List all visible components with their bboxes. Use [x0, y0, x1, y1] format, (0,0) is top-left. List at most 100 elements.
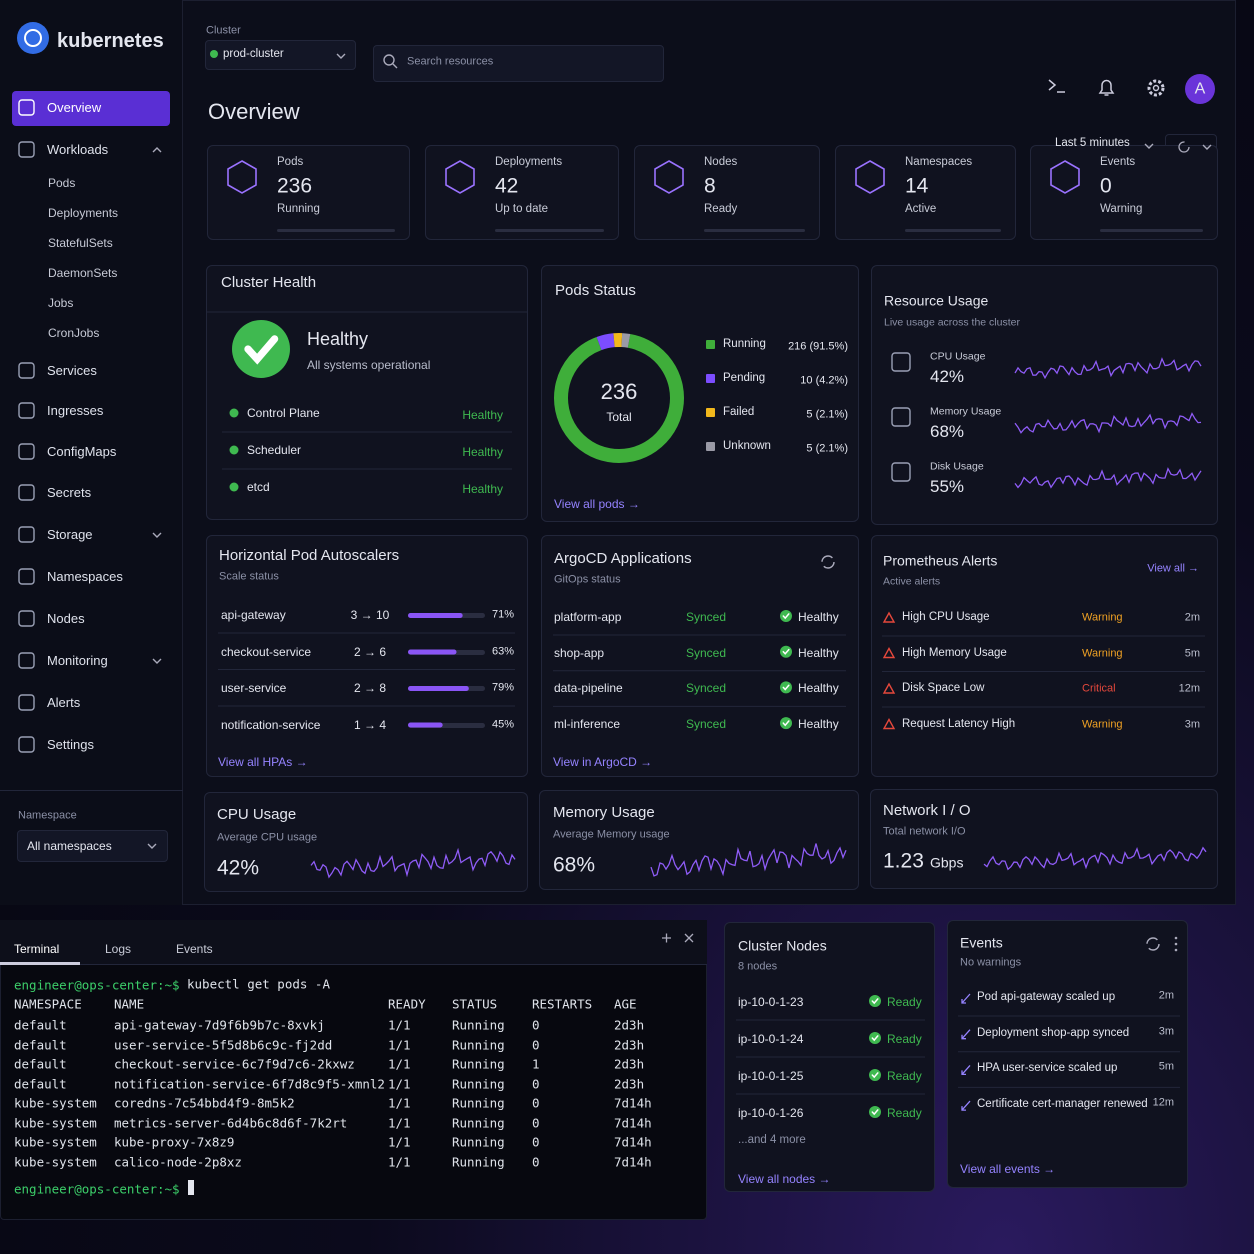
terminal-cell: 0 [532, 1115, 540, 1130]
notifications-button[interactable] [1098, 79, 1115, 96]
icon [18, 610, 35, 627]
nav-subitem[interactable]: Deployments [48, 205, 119, 220]
check-icon [871, 1035, 879, 1042]
nav-item[interactable]: Nodes [47, 611, 85, 627]
nav-item[interactable]: Ingresses [47, 403, 104, 419]
label: 5 (2.1%) [806, 442, 848, 455]
link[interactable]: View all HPAs → [218, 754, 308, 769]
nav-subitem[interactable]: DaemonSets [48, 265, 118, 280]
label: GitOps status [554, 573, 621, 586]
avatar-initial[interactable]: A [1194, 80, 1206, 98]
nav-subitem[interactable]: CronJobs [48, 325, 100, 340]
cluster-value[interactable]: prod-cluster [223, 48, 284, 61]
refresh-icon[interactable] [821, 555, 835, 569]
label: Running [723, 338, 766, 351]
link[interactable]: View all nodes → [738, 1171, 831, 1186]
nav-item[interactable]: Alerts [47, 695, 81, 711]
chevron [152, 658, 162, 664]
search-box[interactable] [373, 45, 664, 82]
nav-item[interactable]: Secrets [47, 485, 92, 501]
terminal-cell: Running [452, 1134, 505, 1150]
link[interactable]: View all pods → [554, 496, 640, 511]
check-icon [782, 720, 790, 727]
legend-swatch [706, 408, 715, 417]
stat-card [1030, 145, 1218, 240]
status-dot [229, 408, 239, 418]
label: All systems operational [307, 357, 431, 372]
icon [18, 736, 35, 753]
label: Cluster Health [221, 274, 317, 291]
label: High Memory Usage [902, 646, 1007, 659]
terminal-cell: checkout-service-6c7f9d7c6-2kxwz [114, 1056, 355, 1072]
namespace-value[interactable]: All namespaces [27, 838, 112, 853]
column-header: AGE [614, 996, 637, 1012]
label: Healthy [462, 481, 503, 496]
sparkline [1014, 467, 1202, 489]
nav-item[interactable]: Settings [47, 737, 94, 753]
terminal-cell: 0 [532, 1037, 540, 1052]
alert-icon [882, 647, 896, 659]
avatar[interactable] [1185, 74, 1215, 104]
terminal-cell: 2d3h [614, 1076, 645, 1091]
status-dot [869, 1106, 881, 1118]
label: Certificate cert-manager renewed [977, 1098, 1148, 1111]
time-range[interactable]: Last 5 minutes [1055, 137, 1130, 150]
nav-item[interactable]: Storage [47, 527, 93, 543]
namespace-select[interactable] [17, 830, 168, 862]
link[interactable]: View all → [1147, 562, 1199, 575]
tab[interactable]: Logs [105, 941, 132, 956]
stat-icon [445, 160, 475, 194]
stat-card [634, 145, 820, 240]
terminal-button[interactable] [1048, 79, 1065, 93]
nav-item[interactable]: ConfigMaps [47, 444, 117, 460]
refresh-icon[interactable] [1146, 937, 1160, 951]
nav-active[interactable] [12, 91, 170, 126]
label: No warnings [960, 956, 1022, 969]
nav-item[interactable]: Namespaces [47, 569, 123, 585]
terminal-cell: kube-system [14, 1134, 97, 1150]
nav-subitem[interactable]: Pods [48, 175, 76, 190]
label: Namespace [18, 809, 77, 822]
search-placeholder[interactable]: Search resources [407, 55, 494, 68]
terminal-cell: 1/1 [388, 1134, 411, 1150]
label: Pending [723, 372, 766, 385]
tab[interactable]: Events [176, 941, 213, 956]
tab-active-underline [0, 962, 80, 965]
close-button[interactable] [684, 933, 694, 943]
new-tab-button[interactable] [662, 933, 671, 943]
label: Resource Usage [884, 292, 989, 309]
legend-swatch [706, 340, 715, 349]
nav-item[interactable]: Workloads [47, 142, 109, 158]
label: Unknown [723, 440, 771, 453]
nav-subitem[interactable]: StatefulSets [48, 235, 113, 250]
settings-button[interactable] [1147, 79, 1165, 97]
stat-icon [227, 160, 257, 194]
link[interactable]: View in ArgoCD → [553, 754, 653, 769]
terminal-cell: Running [452, 1056, 505, 1072]
label: Deployment shop-app synced [977, 1026, 1130, 1039]
label: ml-inference [554, 716, 621, 731]
refresh-icon [1178, 141, 1190, 153]
status-dot [780, 717, 792, 730]
nav-subitem[interactable]: Jobs [48, 295, 74, 310]
label: 2m [1158, 989, 1174, 1002]
cluster-select[interactable] [205, 40, 356, 70]
link[interactable]: View all events → [960, 1161, 1056, 1176]
status-dot [780, 645, 792, 658]
nav-item[interactable]: Services [47, 363, 97, 379]
pods-status-panel [541, 265, 859, 522]
nav-item[interactable]: Monitoring [47, 653, 108, 669]
label: Healthy [798, 609, 839, 624]
sparkline [650, 843, 847, 877]
status-dot [229, 445, 239, 455]
alert-icon [882, 718, 896, 730]
stat-track [905, 229, 1001, 232]
event-icon [961, 1100, 971, 1111]
nav-item[interactable]: Overview [47, 100, 102, 116]
tab[interactable]: Terminal [14, 941, 60, 956]
label: Memory Usage [930, 405, 1002, 418]
sparkline [1014, 357, 1202, 380]
label: Total [606, 409, 632, 424]
label: Ready [887, 994, 922, 1009]
stat-card [425, 145, 619, 240]
